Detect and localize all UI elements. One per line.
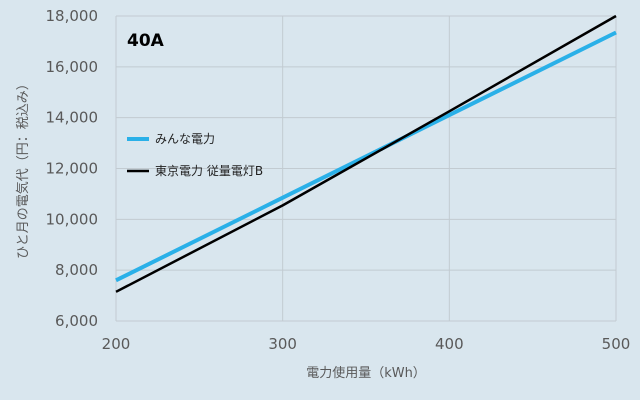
legend-label-1: みんな電力 — [155, 132, 215, 146]
y-tick-label: 12,000 — [46, 160, 99, 178]
y-tick-label: 8,000 — [55, 261, 98, 279]
y-tick-label: 18,000 — [46, 7, 99, 25]
chart-title: 40A — [127, 31, 165, 51]
y-tick-label: 16,000 — [46, 58, 99, 76]
series-line-2 — [115, 14, 617, 293]
y-axis-label: ひと月の電気代（円：税込み） — [15, 77, 31, 259]
x-tick-label: 500 — [602, 335, 631, 353]
x-tick-label: 400 — [435, 335, 464, 353]
y-tick-labels: 6,000 8,000 10,000 12,000 14,000 16,000 18,000 — [46, 7, 99, 330]
legend-label-2: 東京電力 従量電灯B — [155, 164, 263, 178]
x-tick-labels: 200 300 400 500 — [102, 335, 631, 353]
y-tick-label: 10,000 — [46, 210, 99, 228]
y-tick-label: 6,000 — [55, 312, 98, 330]
x-tick-label: 300 — [268, 335, 297, 353]
x-axis-label: 電力使用量（kWh） — [306, 365, 426, 381]
series-lines — [115, 14, 617, 293]
y-tick-label: 14,000 — [46, 109, 99, 127]
series-line-1 — [115, 30, 617, 283]
grid-lines — [115, 15, 617, 322]
x-tick-label: 200 — [102, 335, 131, 353]
